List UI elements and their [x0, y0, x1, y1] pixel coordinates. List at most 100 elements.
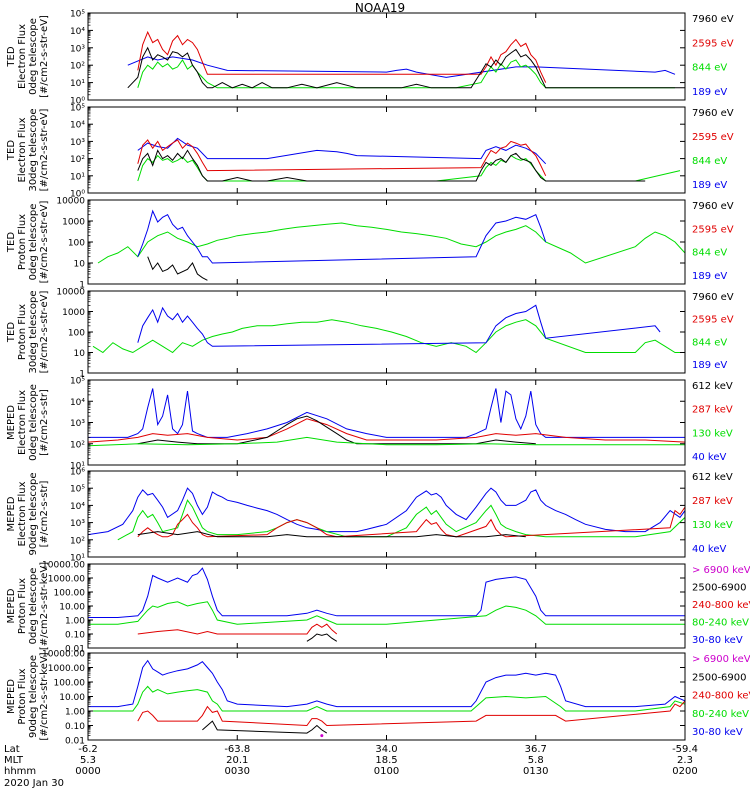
y-tick-label: 10.00	[59, 603, 85, 613]
legend-entry: 40 keV	[692, 452, 726, 463]
series-line	[88, 685, 685, 712]
y-tick-label: 10¹	[70, 462, 85, 472]
y-tick-label: 10³	[70, 519, 85, 529]
y-tick-label: 1	[79, 281, 85, 291]
time-axis: Lat MLT hhmm 2020 Jan 30 -6.2 -63.8 34.0 36…	[4, 744, 698, 789]
panel-frame	[87, 563, 686, 649]
series-point	[320, 734, 324, 738]
legend-entry: 287 keV	[692, 405, 733, 416]
time-axis-value: -6.2	[78, 744, 98, 755]
y-tick-label: 100	[68, 329, 85, 339]
series-line	[137, 304, 661, 347]
legend-entry: 80-240 keV	[692, 709, 749, 720]
y-tick-label: 1000.00	[48, 664, 85, 674]
legend-entry: 2595 eV	[692, 315, 734, 326]
y-axis-label: Proton Flux	[17, 304, 28, 360]
y-tick-label: 10	[74, 260, 86, 270]
y-tick-label: 1	[79, 370, 85, 380]
y-tick-label: 1000	[62, 218, 85, 228]
y-axis-label: 90deg telescope	[28, 655, 39, 738]
panel-7: 0.01 0.10 1.00 10.00 100.00 1000.00 10000.00 ME…	[6, 561, 750, 655]
time-axis-value: -59.4	[672, 744, 698, 755]
y-tick-label: 10000.00	[42, 561, 85, 571]
y-tick-label: 10¹	[70, 554, 85, 564]
time-axis-value: 18.5	[375, 755, 397, 766]
time-axis-row-label: hhmm	[4, 766, 36, 777]
y-tick-label: 0.01	[65, 737, 85, 747]
y-tick-label: 10⁰	[70, 97, 85, 107]
time-axis-value: 5.8	[528, 755, 544, 766]
legend-entry: 7960 eV	[692, 14, 734, 25]
chart-title: NOAA19	[355, 1, 405, 15]
y-axis-label: TED	[6, 232, 17, 253]
y-tick-label: 10000	[56, 197, 85, 207]
legend-entry: 2500-6900	[692, 672, 747, 683]
legend-entry: > 6900 keV	[692, 654, 750, 665]
time-axis-value: 0200	[672, 766, 697, 777]
y-axis-label: Electron Flux	[17, 24, 28, 89]
y-tick-label: 10⁴	[70, 27, 85, 37]
legend-entry: 189 eV	[692, 87, 727, 98]
legend-entry: 7960 eV	[692, 108, 734, 119]
series-line	[117, 499, 685, 541]
series-line	[202, 720, 328, 734]
y-axis-label: MEPED	[6, 588, 17, 623]
y-tick-label: 1.00	[65, 708, 85, 718]
series-line	[137, 506, 685, 538]
y-tick-label: 10000.00	[42, 650, 85, 660]
legend-entry: 844 eV	[692, 248, 727, 259]
panel-8: 0.01 0.10 1.00 10.00 100.00 1000.00 10000.00 ME…	[6, 650, 750, 747]
time-axis-value: 0030	[225, 766, 250, 777]
panel-frame	[87, 652, 686, 741]
y-tick-label: 1000	[62, 308, 85, 318]
legend-entry: 2500-6900	[692, 583, 747, 594]
y-tick-label: 10⁶	[70, 468, 85, 478]
time-axis-value: 5.3	[80, 755, 96, 766]
y-axis-label: Proton Flux	[17, 578, 28, 634]
legend-entry: 7960 eV	[692, 292, 734, 303]
y-axis-label: [#/cm2-s-str-keV]	[39, 562, 50, 650]
legend-entry: 844 eV	[692, 63, 727, 74]
series-line	[88, 487, 685, 536]
time-axis-value: 2.3	[677, 755, 693, 766]
y-axis-label: Proton Flux	[17, 214, 28, 270]
legend-entry: 844 eV	[692, 337, 727, 348]
y-tick-label: 10⁴	[70, 502, 85, 512]
legend-entry: 612 keV	[692, 472, 733, 483]
y-tick-label: 10⁵	[70, 377, 85, 387]
series-line	[88, 659, 685, 708]
legend-entry: 189 eV	[692, 180, 727, 191]
legend-entry: 189 eV	[692, 360, 727, 371]
y-tick-label: 10⁵	[70, 10, 85, 20]
y-tick-label: 10⁰	[70, 190, 85, 200]
time-axis-value: 36.7	[525, 744, 547, 755]
y-axis-label: [#/cm2-s-str]	[39, 480, 50, 547]
y-tick-label: 0.10	[65, 631, 85, 641]
legend-entry: 7960 eV	[692, 201, 734, 212]
y-tick-label: 0.10	[65, 722, 85, 732]
y-axis-label: 0deg telescope	[28, 384, 39, 461]
series-line	[88, 601, 685, 625]
y-tick-label: 10⁵	[70, 104, 85, 114]
y-axis-label: [#/cm2-s-str-eV]	[39, 291, 50, 374]
y-axis-label: 0deg telescope	[28, 568, 39, 645]
series-line	[88, 436, 685, 447]
y-axis-label: [#/cm2-s-str]	[39, 389, 50, 456]
panel-2: 10⁰ 10¹ 10² 10³ 10⁴ 10⁵ TED Electron Flux 30deg …	[6, 104, 734, 200]
legend-entry: 240-800 keV	[692, 691, 750, 702]
series-line	[88, 418, 685, 443]
legend-entry: 2595 eV	[692, 224, 734, 235]
y-axis-label: 0deg telescope	[28, 18, 39, 95]
y-axis-label: MEPED	[6, 679, 17, 714]
y-tick-label: 10²	[70, 536, 85, 546]
legend-entry: 30-80 keV	[692, 635, 743, 646]
series-line	[147, 256, 208, 281]
y-axis-label: TED	[6, 140, 17, 161]
series-line	[306, 633, 338, 642]
legend-entry: 130 keV	[692, 520, 733, 531]
time-axis-value: 20.1	[226, 755, 248, 766]
series-line	[137, 209, 547, 264]
y-tick-label: 10¹	[70, 172, 85, 182]
